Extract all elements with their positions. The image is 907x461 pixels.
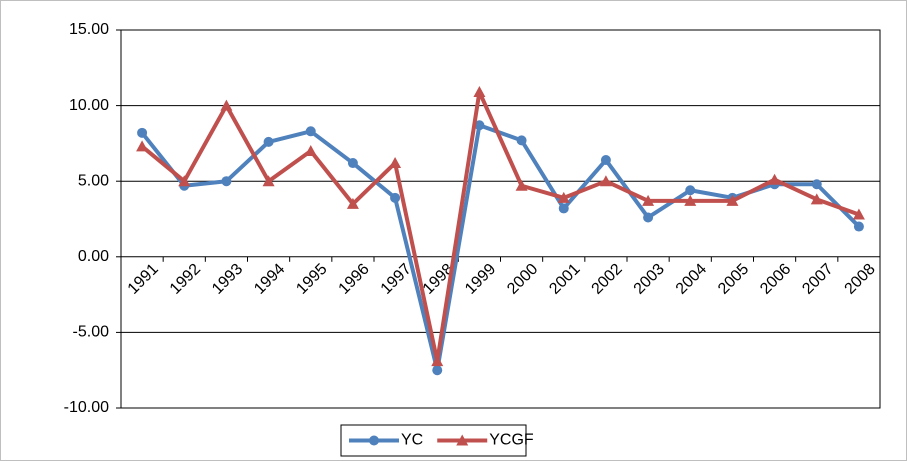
- legend-marker: [456, 434, 469, 446]
- y-tick-label: 0.00: [78, 248, 109, 265]
- data-point: [263, 136, 274, 147]
- data-point: [136, 140, 149, 152]
- data-point: [685, 185, 696, 196]
- data-point: [599, 175, 612, 187]
- data-point: [431, 355, 444, 367]
- data-point: [473, 85, 486, 97]
- data-point: [178, 175, 191, 187]
- data-point: [557, 191, 570, 203]
- data-point: [516, 135, 527, 146]
- legend-label: YC: [401, 432, 423, 449]
- data-point: [642, 194, 655, 206]
- legend-label: YCGF: [489, 432, 534, 449]
- legend: YC YCGF: [340, 424, 534, 457]
- data-point: [852, 208, 865, 220]
- data-point: [262, 175, 275, 187]
- data-point: [137, 127, 148, 138]
- data-point: [220, 99, 233, 111]
- data-point: [515, 179, 528, 191]
- data-point: [600, 155, 611, 166]
- data-point: [305, 126, 316, 137]
- data-point: [853, 221, 864, 232]
- data-point: [389, 157, 402, 169]
- data-point: [347, 158, 358, 169]
- y-tick-label: -10.00: [64, 399, 109, 416]
- y-tick-label: 5.00: [78, 172, 109, 189]
- data-point: [643, 212, 654, 223]
- legend-marker: [369, 435, 379, 446]
- data-point: [221, 176, 232, 187]
- legend-box: [340, 424, 527, 457]
- data-point: [346, 197, 359, 209]
- series-line: [140, 89, 860, 364]
- series: [136, 85, 865, 367]
- y-tick-label: -5.00: [73, 324, 110, 341]
- data-point: [810, 193, 823, 205]
- data-point: [558, 203, 569, 214]
- data-point: [432, 365, 443, 376]
- data-point: [304, 144, 317, 156]
- data-point: [390, 192, 401, 203]
- data-point: [726, 194, 739, 206]
- data-point: [768, 173, 781, 185]
- data-point: [811, 179, 822, 190]
- y-tick-label: 10.00: [69, 97, 109, 114]
- data-point: [684, 194, 697, 206]
- data-point: [474, 120, 485, 131]
- y-tick-label: 15.00: [69, 21, 109, 38]
